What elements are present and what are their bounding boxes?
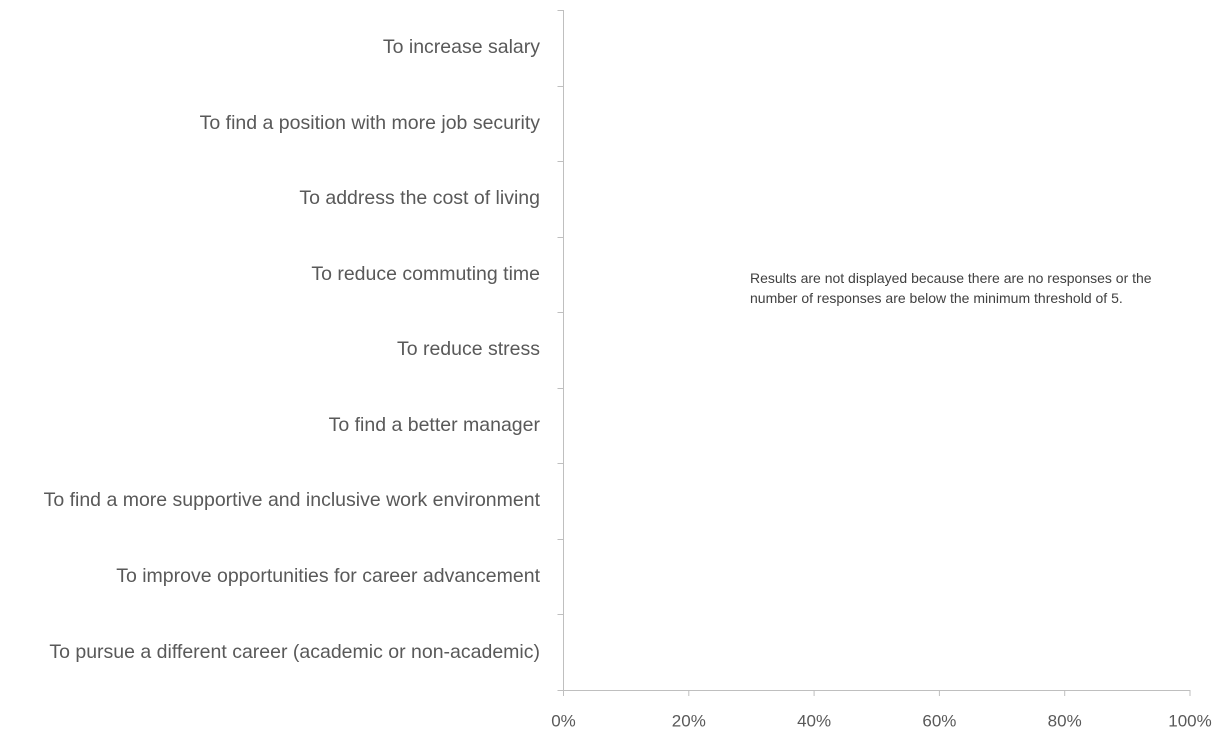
category-label: To find a more supportive and inclusive … [43,489,540,512]
category-label: To improve opportunities for career adva… [116,564,540,587]
x-tick-label: 0% [551,711,576,730]
category-label: To increase salary [382,36,540,59]
x-tick-label: 100% [1168,711,1211,730]
category-label: To reduce commuting time [311,262,540,285]
x-tick-label: 60% [922,711,956,730]
annotation: Results are not displayed because there … [750,270,1152,307]
x-tick-label: 40% [797,711,831,730]
category-label: To pursue a different career (academic o… [49,640,540,663]
category-label: To find a position with more job securit… [199,111,540,134]
category-label: To reduce stress [396,338,540,361]
x-tick-label: 20% [672,711,706,730]
x-tick-label: 80% [1048,711,1082,730]
category-label: To address the cost of living [299,187,540,210]
category-label: To find a better manager [328,413,540,436]
